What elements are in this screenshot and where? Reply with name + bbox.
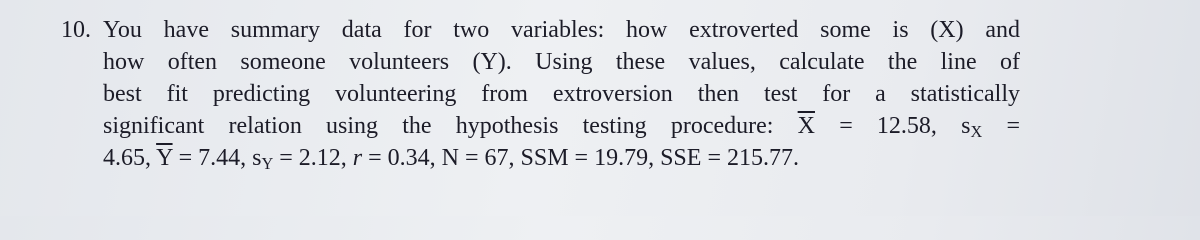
page: 10. You have summary data for two variabl… xyxy=(0,0,1200,216)
text-segment: = 7.44, s xyxy=(172,145,262,171)
text-segment: = 12.58, s xyxy=(814,113,971,139)
text-segment: = xyxy=(982,113,1020,139)
text-segment: best fit predicting volunteering from ex… xyxy=(103,81,1020,107)
math-symbol: X xyxy=(797,113,815,139)
math-symbol: Y xyxy=(156,145,173,171)
text-segment: = 0.34, N = 67, SSM = 19.79, SSE = 215.7… xyxy=(362,145,799,171)
text-line: 4.65, Y = 7.44, sY = 2.12, r = 0.34, N =… xyxy=(103,142,1020,174)
text-line: significant relation using the hypothesi… xyxy=(103,110,1020,142)
text-segment: = 2.12, xyxy=(273,145,353,171)
text-line: best fit predicting volunteering from ex… xyxy=(103,78,1020,110)
text-line: how often someone volunteers (Y). Using … xyxy=(103,46,1020,78)
text-segment: You have summary data for two variables:… xyxy=(103,17,1020,43)
math-symbol: Y xyxy=(261,154,274,174)
text-segment: 4.65, xyxy=(103,145,157,171)
text-segment: how often someone volunteers (Y). Using … xyxy=(103,49,1020,75)
question: 10. You have summary data for two variabl… xyxy=(61,14,1020,174)
text-segment: significant relation using the hypothesi… xyxy=(103,113,798,139)
text-line: 10. You have summary data for two variabl… xyxy=(61,14,1020,46)
math-symbol: X xyxy=(970,122,983,142)
question-number: 10. xyxy=(61,17,91,43)
math-symbol: r xyxy=(352,145,363,171)
